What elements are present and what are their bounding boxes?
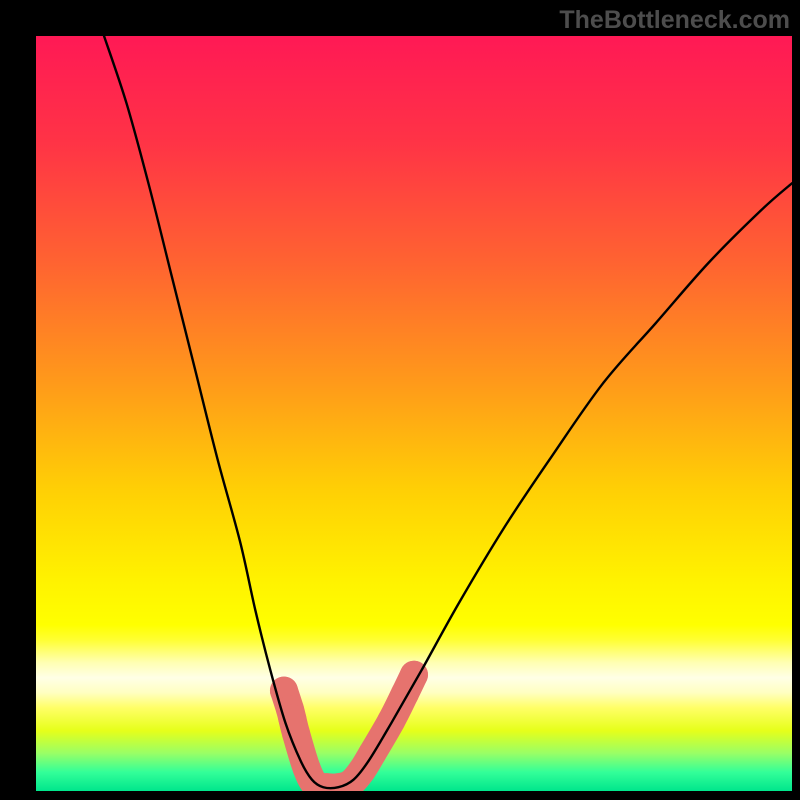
watermark-text: TheBottleneck.com: [559, 6, 790, 35]
chart-canvas: TheBottleneck.com: [0, 0, 800, 800]
bottleneck-curve: [104, 36, 792, 788]
plot-svg: [36, 36, 792, 791]
plot-area: [36, 36, 792, 791]
